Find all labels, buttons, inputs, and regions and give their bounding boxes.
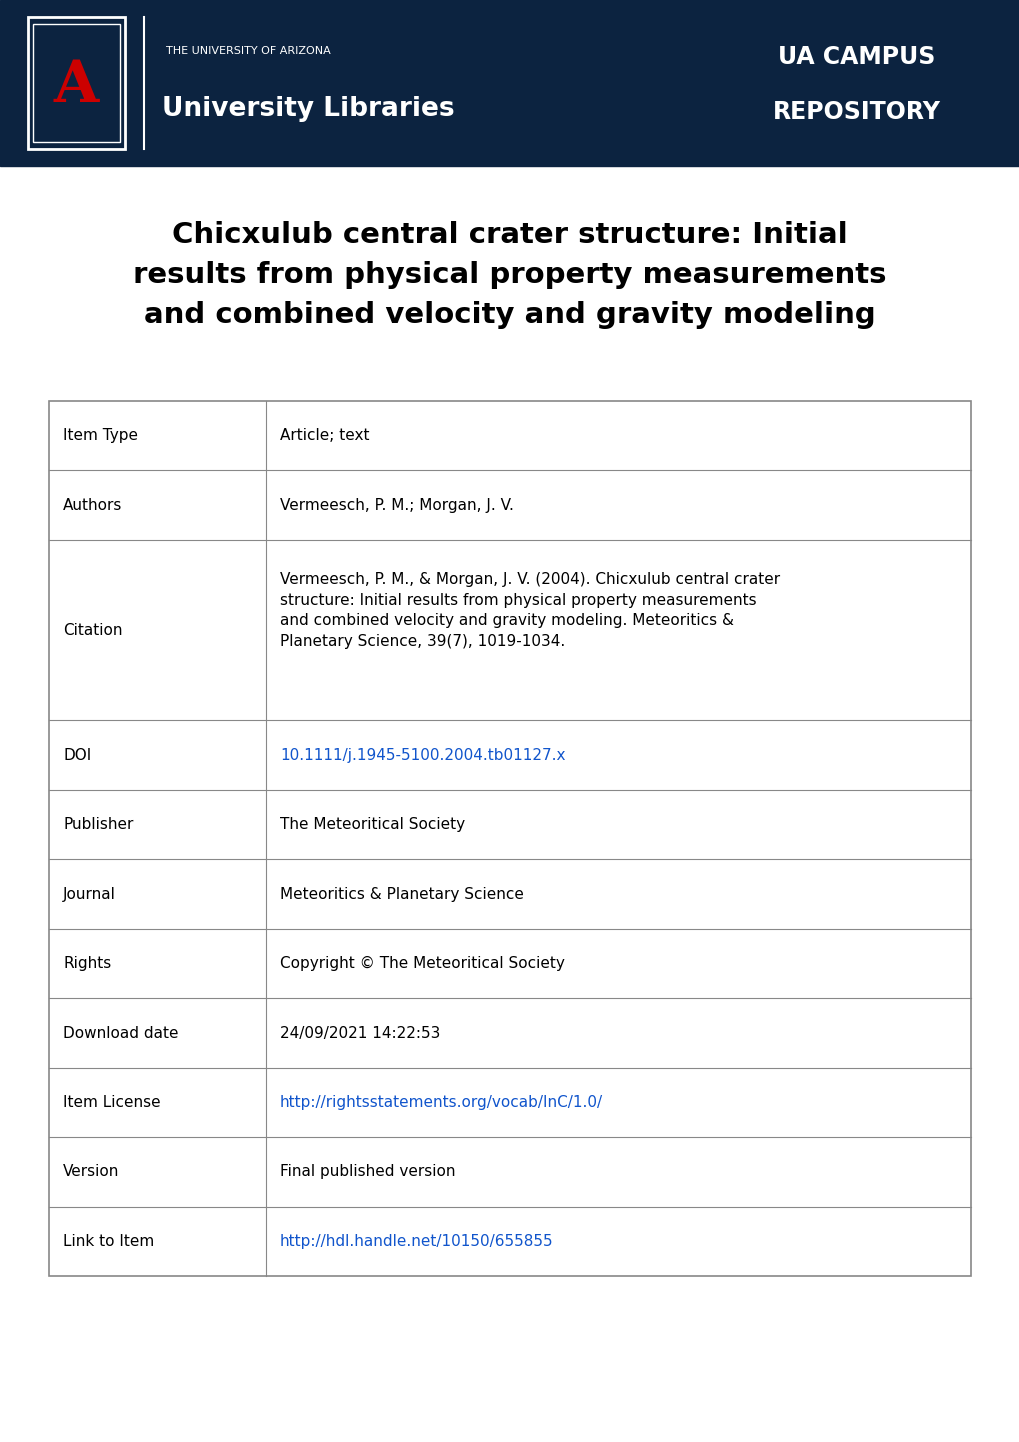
Text: Journal: Journal	[63, 887, 116, 901]
Text: Version: Version	[63, 1165, 119, 1180]
Text: Rights: Rights	[63, 956, 111, 970]
Text: Publisher: Publisher	[63, 818, 133, 832]
Text: http://hdl.handle.net/10150/655855: http://hdl.handle.net/10150/655855	[279, 1234, 553, 1249]
Bar	[33, 23, 120, 143]
Text: Vermeesch, P. M., & Morgan, J. V. (2004). Chicxulub central crater
structure: In: Vermeesch, P. M., & Morgan, J. V. (2004)…	[279, 572, 780, 649]
Text: University Libraries: University Libraries	[162, 95, 454, 123]
Text: Authors: Authors	[63, 497, 122, 512]
Text: DOI: DOI	[63, 747, 92, 763]
Text: http://rightsstatements.org/vocab/InC/1.0/: http://rightsstatements.org/vocab/InC/1.…	[279, 1094, 602, 1110]
Text: Final published version: Final published version	[279, 1165, 454, 1180]
Bar	[0, 0, 1019, 166]
Bar	[49, 401, 970, 1276]
Text: The Meteoritical Society: The Meteoritical Society	[279, 818, 465, 832]
Text: Article; text: Article; text	[279, 428, 369, 443]
Text: Copyright © The Meteoritical Society: Copyright © The Meteoritical Society	[279, 956, 565, 970]
Text: Meteoritics & Planetary Science: Meteoritics & Planetary Science	[279, 887, 524, 901]
Text: 10.1111/j.1945-5100.2004.tb01127.x: 10.1111/j.1945-5100.2004.tb01127.x	[279, 747, 565, 763]
Text: Download date: Download date	[63, 1025, 178, 1041]
Text: UA CAMPUS: UA CAMPUS	[777, 45, 934, 69]
Text: Citation: Citation	[63, 623, 122, 637]
Text: 24/09/2021 14:22:53: 24/09/2021 14:22:53	[279, 1025, 440, 1041]
Text: REPOSITORY: REPOSITORY	[772, 99, 940, 124]
Text: Vermeesch, P. M.; Morgan, J. V.: Vermeesch, P. M.; Morgan, J. V.	[279, 497, 514, 512]
Text: THE UNIVERSITY OF ARIZONA: THE UNIVERSITY OF ARIZONA	[166, 46, 331, 56]
Text: A: A	[54, 58, 99, 114]
Text: Item License: Item License	[63, 1094, 161, 1110]
Text: Item Type: Item Type	[63, 428, 139, 443]
Bar	[28, 17, 125, 150]
Text: Chicxulub central crater structure: Initial
results from physical property measu: Chicxulub central crater structure: Init…	[133, 221, 886, 329]
Text: Link to Item: Link to Item	[63, 1234, 154, 1249]
